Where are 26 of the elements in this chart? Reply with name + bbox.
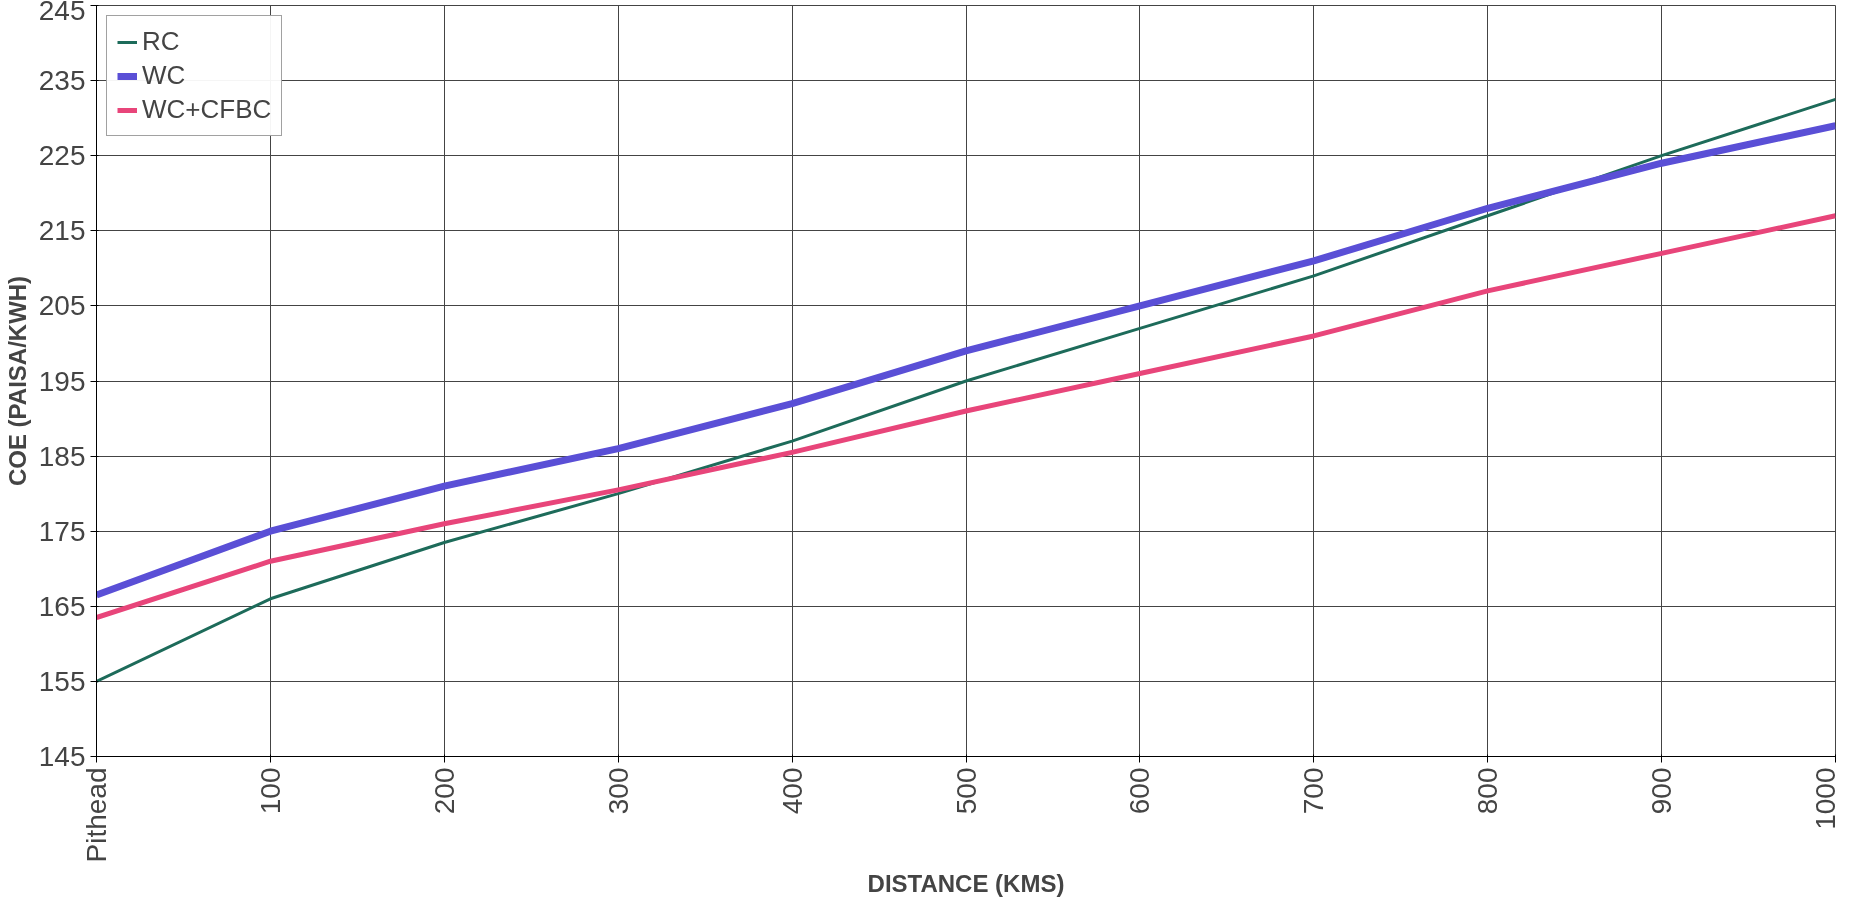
y-tick-label: 185 xyxy=(38,440,86,472)
legend-label: RC xyxy=(142,26,180,57)
legend-label: WC xyxy=(142,60,186,91)
x-tick-label: 500 xyxy=(950,767,982,815)
x-tick-label: 100 xyxy=(254,767,286,815)
legend-label: WC+CFBC xyxy=(142,94,272,125)
y-tick-label: 205 xyxy=(38,290,86,322)
x-tick-label: 300 xyxy=(602,767,634,815)
x-tick-label: 600 xyxy=(1124,767,1156,815)
x-tick-label: 700 xyxy=(1298,767,1330,815)
y-tick-label: 215 xyxy=(38,215,86,247)
y-tick-label: 195 xyxy=(38,365,86,397)
y-tick-label: 165 xyxy=(38,590,86,622)
x-tick-label: 800 xyxy=(1472,767,1504,815)
y-tick-label: 155 xyxy=(38,665,86,697)
x-tick-label: 400 xyxy=(776,767,808,815)
x-tick-label: 200 xyxy=(428,767,460,815)
y-tick-label: 235 xyxy=(38,65,86,97)
y-axis-title: COE (PAISA/KWH) xyxy=(3,275,31,487)
y-tick-label: 245 xyxy=(38,0,86,26)
line-series xyxy=(96,97,1836,683)
x-tick-label: 900 xyxy=(1646,767,1678,815)
y-tick-label: 175 xyxy=(38,515,86,547)
x-axis-title: DISTANCE (KMS) xyxy=(867,870,1065,898)
x-tick-label: 1000 xyxy=(1809,767,1841,830)
y-tick-label: 225 xyxy=(38,140,86,172)
